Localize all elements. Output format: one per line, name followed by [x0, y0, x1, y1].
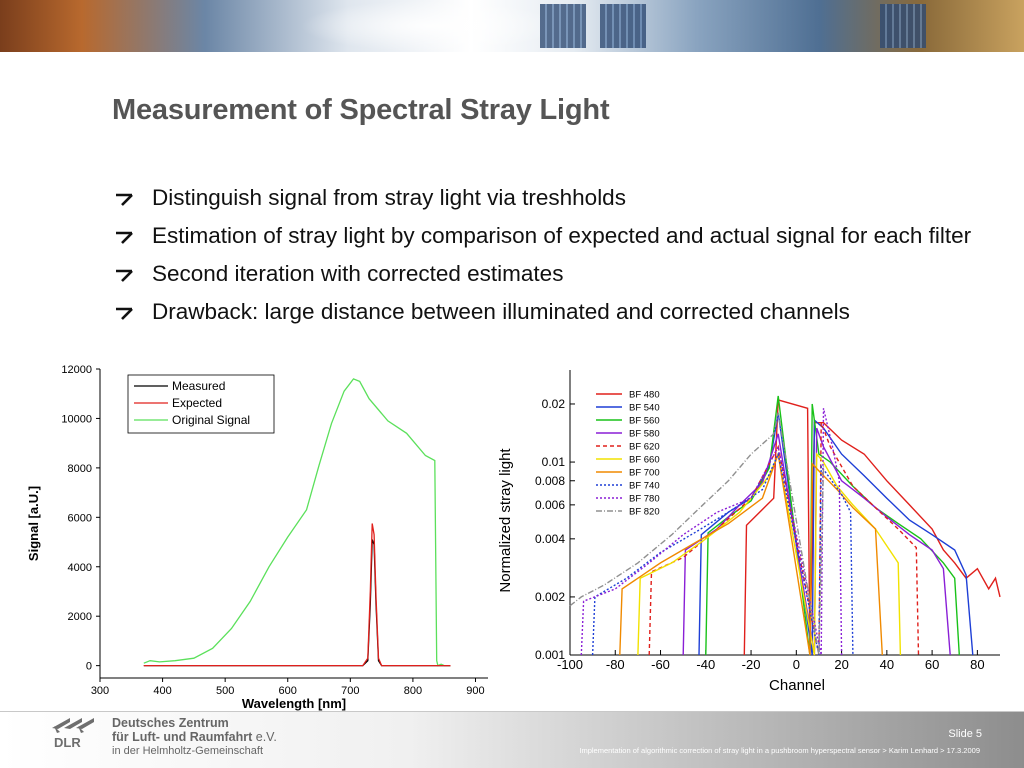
x-tick-label: 60 — [925, 657, 939, 672]
legend-box — [127, 374, 275, 434]
legend: BF 480 BF 540 BF 560 BF 580 BF 620 BF 660 BF 7… — [596, 390, 660, 518]
y-tick-label: 0.001 — [535, 648, 565, 662]
x-tick-label: -80 — [606, 657, 625, 672]
x-tick-label: 500 — [216, 685, 234, 697]
y-tick-label: 4000 — [68, 562, 92, 574]
y-tick-label: 0.01 — [542, 455, 566, 469]
series-line-bf-700 — [619, 453, 883, 656]
y-tick-label: 0.006 — [535, 498, 565, 512]
header-banner-image — [0, 0, 1024, 52]
banner-glow — [300, 0, 560, 52]
bullet-item: Estimation of stray light by comparison … — [113, 221, 993, 251]
bullet-text: Drawback: large distance between illumin… — [152, 299, 850, 324]
series-line-expected — [143, 523, 451, 667]
banner-solar-panel — [880, 4, 926, 48]
y-tick-label: 0.008 — [535, 474, 565, 488]
series-line-bf-580 — [682, 427, 951, 656]
bullet-item: Drawback: large distance between illumin… — [113, 297, 993, 327]
arrow-bullet-icon — [116, 269, 133, 282]
y-tick-label: 8000 — [68, 463, 92, 475]
legend-label: BF 560 — [629, 416, 660, 427]
bullet-list: Distinguish signal from stray light via … — [113, 183, 993, 335]
banner-solar-panel — [540, 4, 586, 48]
x-tick-label: 400 — [153, 685, 171, 697]
series-line-bf-780 — [580, 408, 843, 656]
x-tick-label: -100 — [557, 657, 583, 672]
y-tick-label: 12000 — [61, 364, 92, 376]
x-tick-label: 0 — [793, 657, 800, 672]
legend-label: BF 580 — [629, 429, 660, 440]
legend-label: BF 700 — [629, 468, 660, 479]
legend-label: Expected — [172, 396, 222, 410]
series-line-original-signal — [143, 378, 451, 667]
y-tick-label: 2000 — [68, 611, 92, 623]
series-line-measured — [143, 539, 451, 667]
legend: Measured Expected Original Signal — [127, 374, 275, 434]
y-tick-label: 0.02 — [542, 397, 566, 411]
legend-label: BF 820 — [629, 507, 660, 518]
series-line-bf-560 — [705, 395, 960, 656]
dlr-logo: DLR — [52, 718, 94, 750]
bullet-text: Distinguish signal from stray light via … — [152, 185, 626, 210]
y-tick-label: 6000 — [68, 512, 92, 524]
y-tick-label: 10000 — [61, 413, 92, 425]
footer-caption: Implementation of algorithmic correction… — [579, 746, 980, 755]
x-tick-label: 300 — [91, 685, 109, 697]
series-line-bf-540 — [698, 412, 974, 656]
x-tick-label: 40 — [880, 657, 894, 672]
footer-divider — [0, 711, 1024, 712]
legend-label: Original Signal — [172, 413, 250, 427]
bullet-text: Second iteration with corrected estimate… — [152, 261, 564, 286]
legend-label: BF 780 — [629, 494, 660, 505]
slide-number: Slide 5 — [948, 728, 982, 740]
legend-label: BF 740 — [629, 481, 660, 492]
x-tick-label: 20 — [834, 657, 848, 672]
x-tick-label: 900 — [466, 685, 484, 697]
legend-label: BF 540 — [629, 403, 660, 414]
legend-label: BF 480 — [629, 390, 660, 401]
stray-light-chart: -100 -80 -60 -40 -20 0 20 40 60 80 0.001 0.002 0.004… — [497, 370, 1001, 694]
x-tick-label: 700 — [341, 685, 359, 697]
org-line-2-suffix: e.V. — [255, 730, 277, 744]
y-tick-label: 0.002 — [535, 590, 565, 604]
org-line-1: Deutsches Zentrum — [112, 716, 229, 730]
legend-label: BF 620 — [629, 442, 660, 453]
series-line-bf-740 — [591, 451, 854, 656]
bullet-text: Estimation of stray light by comparison … — [152, 223, 972, 248]
x-tick-label: 80 — [970, 657, 984, 672]
org-line-3: in der Helmholtz-Gemeinschaft — [112, 745, 264, 757]
series-line-bf-480 — [743, 398, 1001, 656]
banner-solar-panel — [600, 4, 646, 48]
legend-label: Measured — [172, 379, 225, 393]
arrow-bullet-icon — [116, 231, 133, 244]
org-line-2: für Luft- und Raumfahrt — [112, 730, 253, 744]
x-tick-label: 600 — [279, 685, 297, 697]
x-tick-label: -60 — [651, 657, 670, 672]
footer-bar — [0, 712, 1024, 768]
dlr-logo-text: DLR — [54, 735, 81, 750]
organization-name: Deutsches Zentrum für Luft- und Raumfahr… — [112, 716, 277, 758]
y-axis-label: Normalized stray light — [497, 448, 514, 593]
arrow-bullet-icon — [116, 307, 133, 320]
legend-label: BF 660 — [629, 455, 660, 466]
y-tick-label: 0.004 — [535, 532, 565, 546]
series-line-bf-820 — [569, 412, 825, 656]
bullet-item: Distinguish signal from stray light via … — [113, 183, 993, 213]
bullet-item: Second iteration with corrected estimate… — [113, 259, 993, 289]
x-tick-label: -40 — [696, 657, 715, 672]
y-axis-label: Signal [a.U.] — [26, 486, 41, 561]
slide-title: Measurement of Spectral Stray Light — [112, 94, 610, 126]
series-line-bf-660 — [637, 451, 902, 656]
x-tick-label: -20 — [742, 657, 761, 672]
signal-wavelength-chart: 300 400 500 600 700 800 900 0 2000 4000 6000 8000 10… — [26, 364, 488, 711]
arrow-bullet-icon — [116, 193, 133, 206]
x-axis-label: Channel — [769, 677, 825, 694]
x-tick-label: 800 — [404, 685, 422, 697]
y-tick-label: 0 — [86, 661, 92, 673]
x-axis-label: Wavelength [nm] — [242, 696, 346, 711]
